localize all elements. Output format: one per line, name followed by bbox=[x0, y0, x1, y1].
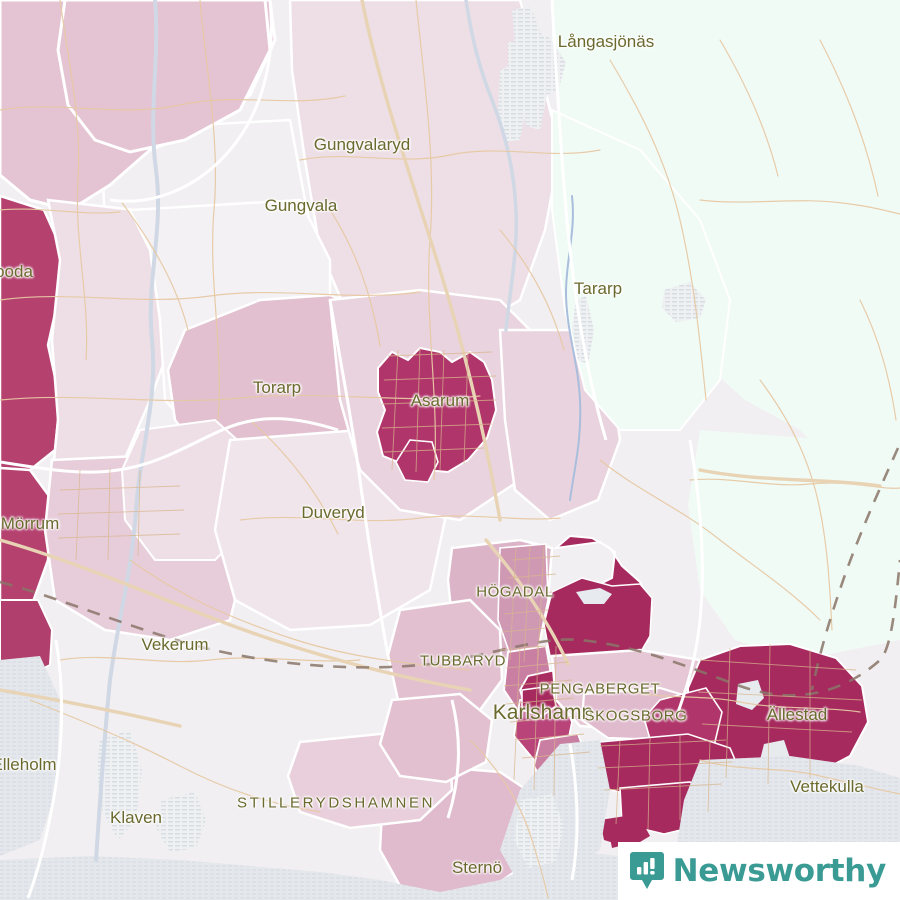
region-morrum-dark bbox=[0, 466, 54, 642]
lake-hole-ne bbox=[576, 588, 612, 604]
wetland-klaven-2 bbox=[156, 792, 206, 852]
road-network-major bbox=[0, 0, 882, 728]
bar-chart-speech-bubble-icon bbox=[629, 852, 664, 889]
region-stilleryd-north bbox=[378, 692, 494, 784]
region-east-pale bbox=[688, 430, 900, 660]
admin-boundary-dashed bbox=[0, 447, 900, 697]
region-tararp-block bbox=[551, 108, 732, 431]
region-karlshamn-ne-dark-main bbox=[543, 577, 653, 673]
river-morrumsan bbox=[94, 0, 161, 862]
urban-street-grid bbox=[57, 347, 863, 831]
wetland-ne-1 bbox=[662, 282, 706, 322]
region-north-pink-lobe bbox=[56, 0, 272, 154]
wetland-island-top bbox=[508, 36, 566, 98]
wetland-sterno-e bbox=[514, 794, 564, 868]
municipality-boundaries bbox=[0, 0, 704, 899]
newsworthy-wordmark: Newsworthy bbox=[672, 852, 887, 889]
wetland-klaven bbox=[96, 730, 142, 840]
river-north bbox=[464, 0, 519, 332]
region-tararp-langasjonas bbox=[552, 0, 900, 470]
newsworthy-logo[interactable]: Newsworthy bbox=[617, 842, 900, 900]
